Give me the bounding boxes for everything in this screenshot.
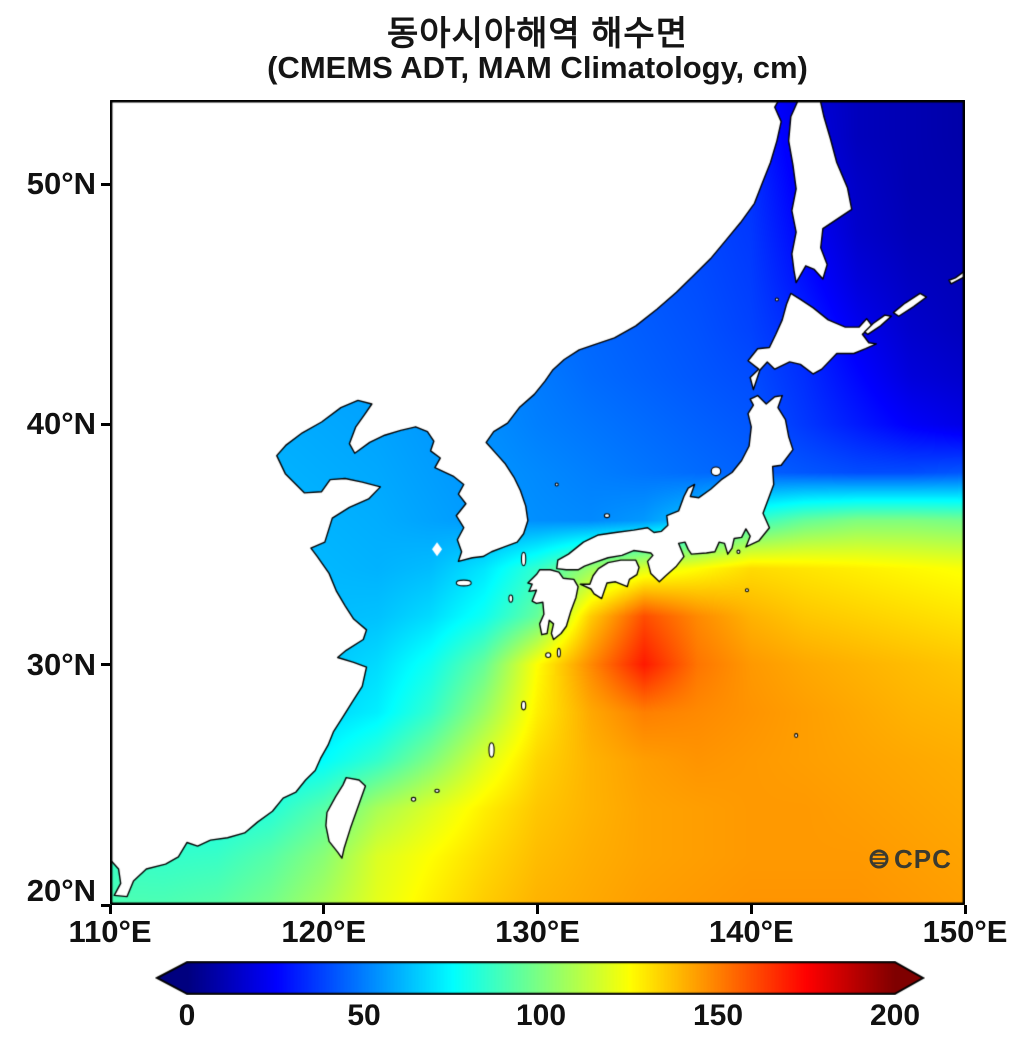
x-axis-tickmark <box>108 905 112 914</box>
x-axis-tickmark <box>322 905 326 914</box>
x-axis-tick-label: 130°E <box>495 914 580 949</box>
y-axis-tickmark <box>101 903 110 907</box>
x-axis-tick-label: 110°E <box>68 914 152 949</box>
colorbar-tick-label: 150 <box>692 999 744 1032</box>
y-axis-tickmark <box>101 182 110 186</box>
colorbar-tick-label: 100 <box>515 999 567 1032</box>
y-axis-tickmark <box>101 663 110 667</box>
y-axis-tick-label: 30°N <box>26 646 96 682</box>
x-axis-tickmark <box>536 905 539 914</box>
x-axis-tick-label: 150°E <box>922 914 1008 949</box>
colorbar-tick-label: 50 <box>347 999 381 1032</box>
x-axis-tickmark <box>963 905 967 914</box>
x-axis-tick-label: 140°E <box>708 914 794 949</box>
y-axis-tick-label: 50°N <box>26 166 96 202</box>
colorbar-tick-label: 0 <box>178 999 196 1032</box>
y-axis-tick-label: 40°N <box>26 406 96 442</box>
y-axis-tick-label: 20°N <box>26 873 96 908</box>
ocpc-globe-icon <box>869 849 889 869</box>
colorbar-canvas <box>155 961 925 995</box>
x-axis-tickmark <box>749 905 753 914</box>
figure-title: 동아시아해역 해수면 <box>387 15 688 53</box>
colorbar-tick-label: 200 <box>869 999 921 1032</box>
ssh-heatmap-canvas <box>110 100 965 905</box>
y-axis-tickmark <box>101 422 110 426</box>
figure-subtitle: (CMEMS ADT, MAM Climatology, cm) <box>267 50 808 85</box>
ocpc-logo: CPC <box>868 843 952 874</box>
x-axis-tick-label: 120°E <box>281 914 367 949</box>
ocpc-logo-text: CPC <box>894 843 952 874</box>
